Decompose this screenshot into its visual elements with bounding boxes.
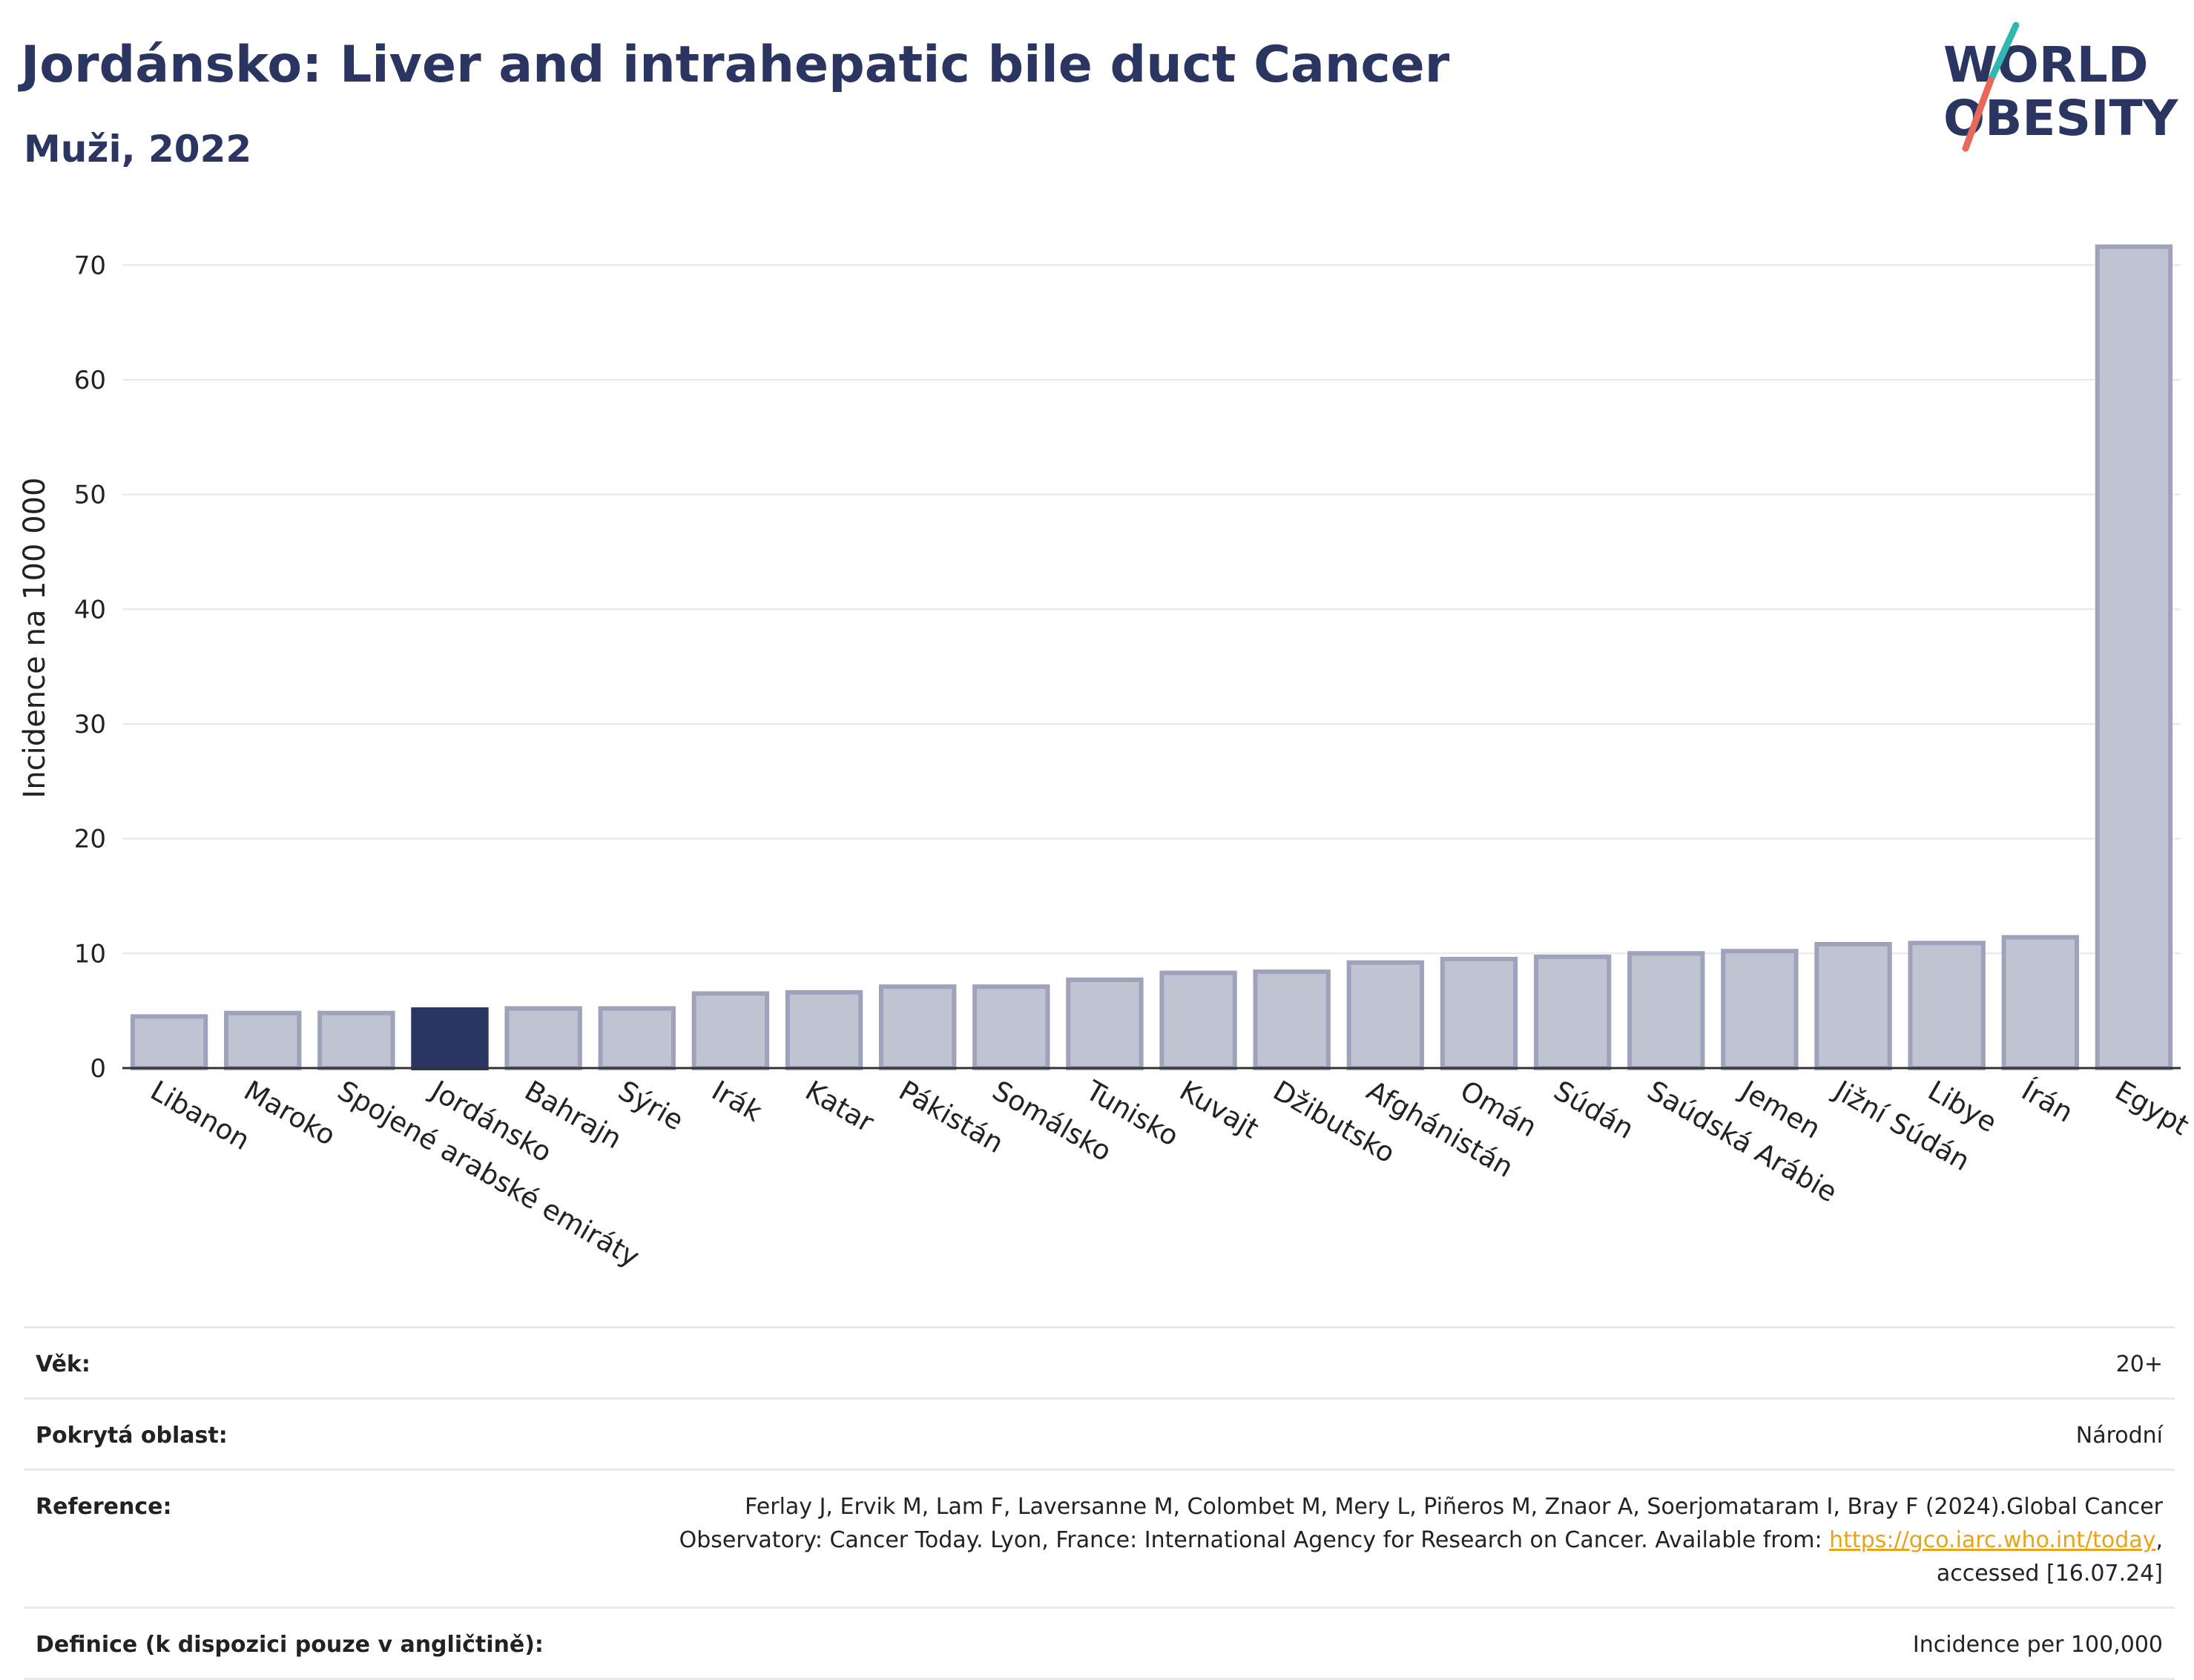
info-label: Věk: bbox=[36, 1351, 90, 1377]
bar-Libanon bbox=[130, 1014, 208, 1071]
y-tick-label: 50 bbox=[74, 481, 106, 510]
bar-Omán bbox=[1440, 957, 1518, 1070]
logo-red-stroke bbox=[1962, 76, 1994, 152]
info-table: Věk: 20+ Pokrytá oblast: Národní Reference: F… bbox=[24, 1326, 2175, 1680]
y-axis-title: Incidence na 100 000 bbox=[18, 478, 52, 799]
bar-Saúdská Arábie bbox=[1627, 951, 1705, 1071]
bar-Pákistán bbox=[878, 984, 957, 1070]
bar-Egypt bbox=[2095, 244, 2173, 1070]
bar-Džibutsko bbox=[1253, 969, 1331, 1070]
bar-Jižní Súdán bbox=[1814, 941, 1892, 1070]
bar-Spojené arabské emiráty bbox=[317, 1010, 395, 1071]
info-label: Pokrytá oblast: bbox=[36, 1423, 228, 1449]
x-tick-label: Súdán bbox=[1549, 1075, 1639, 1146]
bar-Jordánsko bbox=[411, 1007, 489, 1070]
x-tick-label: Libanon bbox=[145, 1075, 255, 1157]
y-tick-labels: 0 10 20 30 40 50 60 70 bbox=[74, 251, 106, 1084]
x-tick-label: Maroko bbox=[239, 1075, 341, 1152]
info-value: Incidence per 100,000 bbox=[1912, 1632, 2163, 1658]
bar-Írán bbox=[2001, 935, 2079, 1070]
reference-text: Ferlay J, Ervik M, Lam F, Laversanne M, … bbox=[679, 1494, 2163, 1553]
x-tick-label: Írán bbox=[2016, 1074, 2079, 1129]
info-value: Ferlay J, Ervik M, Lam F, Laversanne M, … bbox=[605, 1490, 2163, 1590]
y-tick-label: 20 bbox=[74, 825, 106, 854]
info-value: 20+ bbox=[2115, 1351, 2163, 1377]
reference-accessed: , accessed [16.07.24] bbox=[1936, 1527, 2163, 1587]
bar-Libye bbox=[1908, 941, 1986, 1070]
y-tick-label: 10 bbox=[74, 939, 106, 969]
y-tick-label: 0 bbox=[90, 1054, 106, 1084]
x-tick-label: Egypt bbox=[2109, 1075, 2194, 1142]
grid-lines bbox=[122, 264, 2181, 955]
info-row: Pokrytá oblast: Národní bbox=[24, 1397, 2175, 1469]
bar-Tunisko bbox=[1066, 977, 1144, 1070]
bar-Maroko bbox=[224, 1010, 302, 1071]
world-obesity-logo: WORLD OBESITY bbox=[1943, 22, 2179, 152]
bar-Kuvajt bbox=[1159, 970, 1237, 1071]
chart-subtitle: Muži, 2022 bbox=[24, 128, 252, 171]
x-tick-label: Pákistán bbox=[894, 1075, 1009, 1160]
x-tick-label: Kuvajt bbox=[1174, 1075, 1264, 1145]
reference-link[interactable]: https://gco.iarc.who.int/today bbox=[1829, 1527, 2156, 1553]
x-tick-label: Katar bbox=[800, 1075, 880, 1139]
bar-Súdán bbox=[1533, 954, 1612, 1071]
bar-Bahrajn bbox=[504, 1006, 582, 1071]
info-value: Národní bbox=[2075, 1423, 2163, 1449]
bar-Somálsko bbox=[972, 984, 1050, 1070]
info-row: Věk: 20+ bbox=[24, 1326, 2175, 1397]
logo-teal-stroke bbox=[1987, 22, 2020, 84]
x-tick-label: Irák bbox=[706, 1075, 768, 1129]
info-row: Definice (k dispozici pouze v angličtině… bbox=[24, 1607, 2175, 1680]
bar-Irák bbox=[691, 991, 770, 1071]
bars bbox=[130, 244, 2173, 1071]
y-tick-label: 70 bbox=[74, 251, 106, 280]
y-tick-label: 30 bbox=[74, 710, 106, 739]
info-row: Reference: Ferlay J, Ervik M, Lam F, Lave… bbox=[24, 1469, 2175, 1607]
chart-title: Jordánsko: Liver and intrahepatic bile d… bbox=[21, 36, 1450, 94]
bar-Sýrie bbox=[598, 1006, 676, 1071]
y-tick-label: 40 bbox=[74, 595, 106, 625]
y-tick-label: 60 bbox=[74, 366, 106, 395]
logo-line1: WORLD bbox=[1943, 36, 2149, 93]
info-label: Definice (k dispozici pouze v angličtině… bbox=[36, 1632, 544, 1658]
bar-Jemen bbox=[1721, 949, 1799, 1070]
info-label: Reference: bbox=[36, 1494, 172, 1520]
bar-Afghánistán bbox=[1346, 960, 1425, 1070]
bar-Katar bbox=[785, 989, 863, 1071]
